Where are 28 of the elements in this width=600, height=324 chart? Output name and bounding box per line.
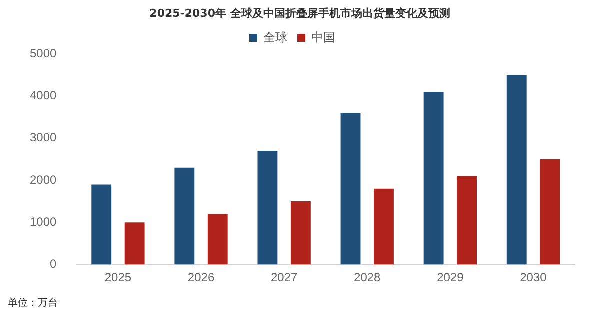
text: 单位：万台	[8, 296, 58, 310]
bar	[506, 75, 527, 265]
legend-label: 全球	[264, 30, 288, 44]
bar	[92, 184, 112, 265]
bar	[374, 188, 394, 265]
legend-label: 中国	[312, 30, 336, 44]
y-tick-label: 4000	[30, 88, 58, 102]
x-tick-label: 2026	[188, 270, 215, 284]
y-tick-label: 0	[50, 257, 58, 272]
bar	[258, 150, 278, 265]
chart-title: 2025-2030年 全球及中国折叠屏手机市场出货量变化及预测	[148, 6, 452, 21]
y-tick-label: 2000	[30, 172, 58, 187]
y-tick-label: 1000	[30, 214, 58, 229]
x-tick-label: 2025	[104, 270, 132, 284]
bar	[340, 113, 361, 265]
bar	[424, 92, 444, 265]
bar	[540, 159, 560, 265]
bar	[290, 202, 311, 265]
bar	[124, 222, 145, 265]
y-tick-label: 3000	[30, 130, 58, 145]
x-tick-label: 2030	[520, 270, 548, 284]
bar	[174, 168, 195, 265]
y-tick-label: 5000	[30, 46, 58, 60]
x-tick-label: 2028	[354, 270, 382, 284]
x-tick-label: 2029	[437, 270, 464, 284]
x-tick-label: 2027	[270, 270, 298, 284]
bar	[208, 214, 228, 265]
bar	[457, 176, 477, 265]
